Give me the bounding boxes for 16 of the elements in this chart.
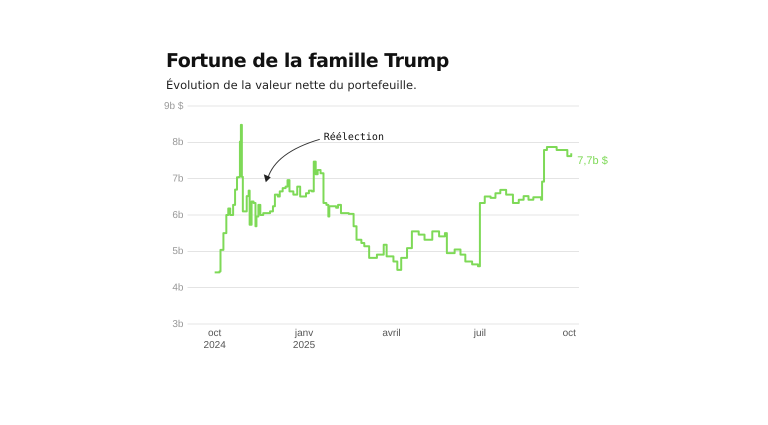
x-tick-label: janv 2025 [292,328,316,351]
chart-subtitle: Évolution de la valeur nette du portefeuille. [166,78,417,92]
x-tick-label: avril [382,328,401,339]
y-tick-label: 6b [172,210,184,221]
y-tick-label: 8b [172,137,184,148]
chart-title: Fortune de la famille Trump [166,50,449,72]
y-tick-label: 3b [172,318,184,330]
x-tick-label: juil [472,328,486,339]
data-label: 7,7b $ [577,154,608,167]
y-tick-label: 7b [172,173,184,184]
y-tick-label: 5b [172,246,184,258]
y-tick-label: 9b $ [164,100,184,112]
x-tick-label: oct [562,328,576,339]
y-tick-label: 4b [172,282,184,294]
annotation: Réélection [324,132,384,143]
x-tick-label: oct 2024 [204,328,226,351]
